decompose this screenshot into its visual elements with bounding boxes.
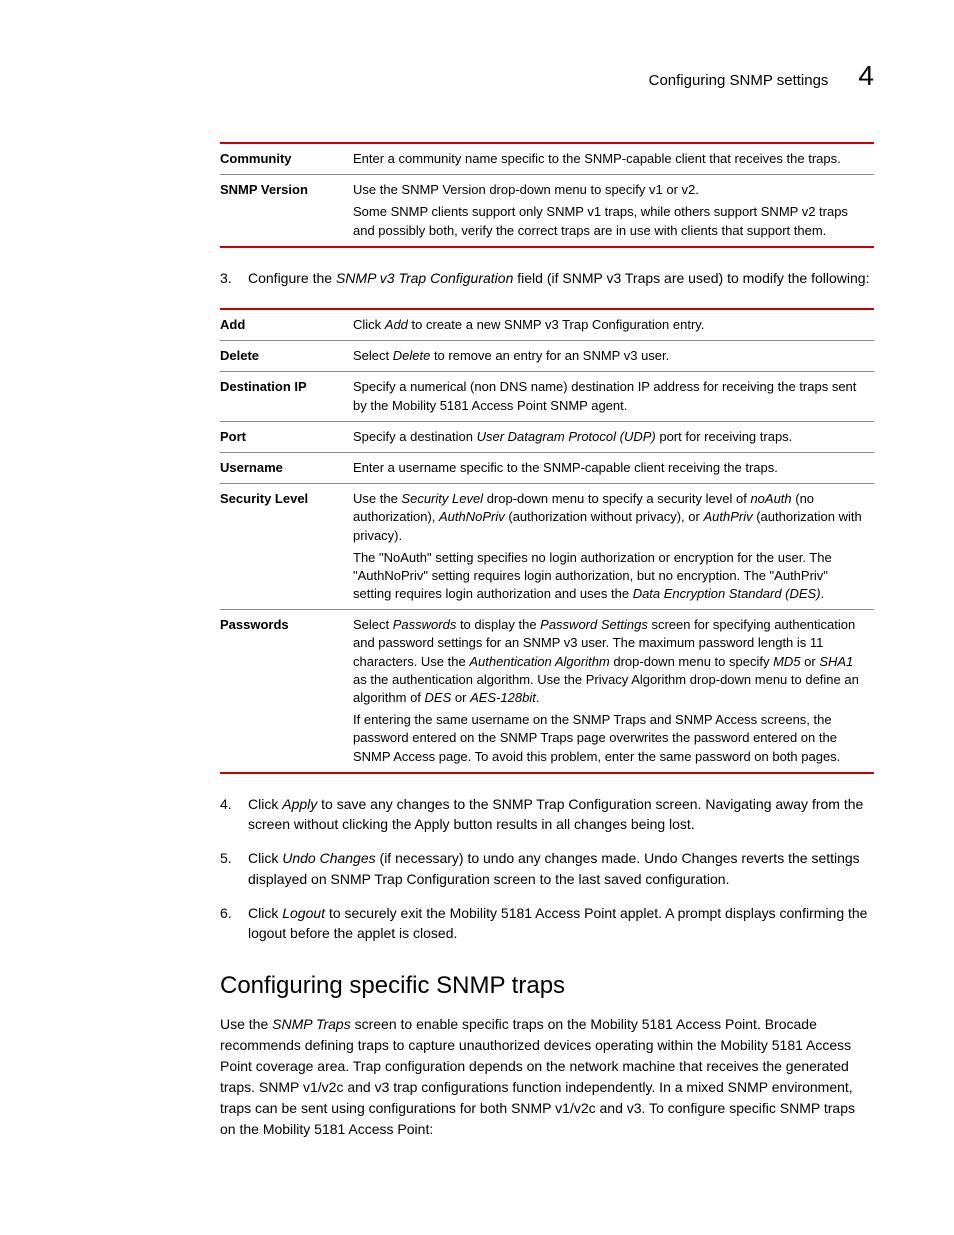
table-row-label: Passwords — [220, 610, 353, 773]
step-number: 4. — [220, 794, 248, 835]
table-row-desc: Select Passwords to display the Password… — [353, 610, 874, 773]
table-row-label: Destination IP — [220, 372, 353, 421]
step-text: Configure the SNMP v3 Trap Configuration… — [248, 268, 874, 288]
header-title: Configuring SNMP settings — [649, 72, 829, 89]
table-row-label: SNMP Version — [220, 175, 353, 247]
chapter-number: 4 — [858, 60, 874, 92]
step-number: 5. — [220, 848, 248, 889]
table-row-desc: Click Add to create a new SNMP v3 Trap C… — [353, 309, 874, 341]
section-heading: Configuring specific SNMP traps — [220, 972, 874, 1000]
snmp-v1v2-table: CommunityEnter a community name specific… — [220, 142, 874, 248]
page-header: Configuring SNMP settings 4 — [80, 60, 874, 92]
table-row-desc: Use the Security Level drop-down menu to… — [353, 484, 874, 610]
table-row-desc: Specify a destination User Datagram Prot… — [353, 421, 874, 452]
step-list-3: 3. Configure the SNMP v3 Trap Configurat… — [220, 268, 874, 288]
step-item: 6.Click Logout to securely exit the Mobi… — [220, 903, 874, 944]
step-text: Click Apply to save any changes to the S… — [248, 794, 874, 835]
snmp-v3-table: AddClick Add to create a new SNMP v3 Tra… — [220, 308, 874, 774]
table-row-label: Port — [220, 421, 353, 452]
table-row-label: Delete — [220, 341, 353, 372]
table-row-desc: Enter a username specific to the SNMP-ca… — [353, 452, 874, 483]
section-body: Use the SNMP Traps screen to enable spec… — [220, 1014, 874, 1140]
document-page: Configuring SNMP settings 4 CommunityEnt… — [0, 0, 954, 1214]
step-3: 3. Configure the SNMP v3 Trap Configurat… — [220, 268, 874, 288]
step-list-456: 4.Click Apply to save any changes to the… — [220, 794, 874, 944]
table-row-label: Community — [220, 143, 353, 175]
table-row-label: Username — [220, 452, 353, 483]
step-number: 3. — [220, 268, 248, 288]
table-row-desc: Select Delete to remove an entry for an … — [353, 341, 874, 372]
step-number: 6. — [220, 903, 248, 944]
step-item: 5.Click Undo Changes (if necessary) to u… — [220, 848, 874, 889]
table-row-label: Security Level — [220, 484, 353, 610]
step-item: 4.Click Apply to save any changes to the… — [220, 794, 874, 835]
table-row-desc: Use the SNMP Version drop-down menu to s… — [353, 175, 874, 247]
table-row-label: Add — [220, 309, 353, 341]
step-text: Click Undo Changes (if necessary) to und… — [248, 848, 874, 889]
page-content: CommunityEnter a community name specific… — [220, 142, 874, 1140]
table-row-desc: Specify a numerical (non DNS name) desti… — [353, 372, 874, 421]
step-text: Click Logout to securely exit the Mobili… — [248, 903, 874, 944]
table-row-desc: Enter a community name specific to the S… — [353, 143, 874, 175]
